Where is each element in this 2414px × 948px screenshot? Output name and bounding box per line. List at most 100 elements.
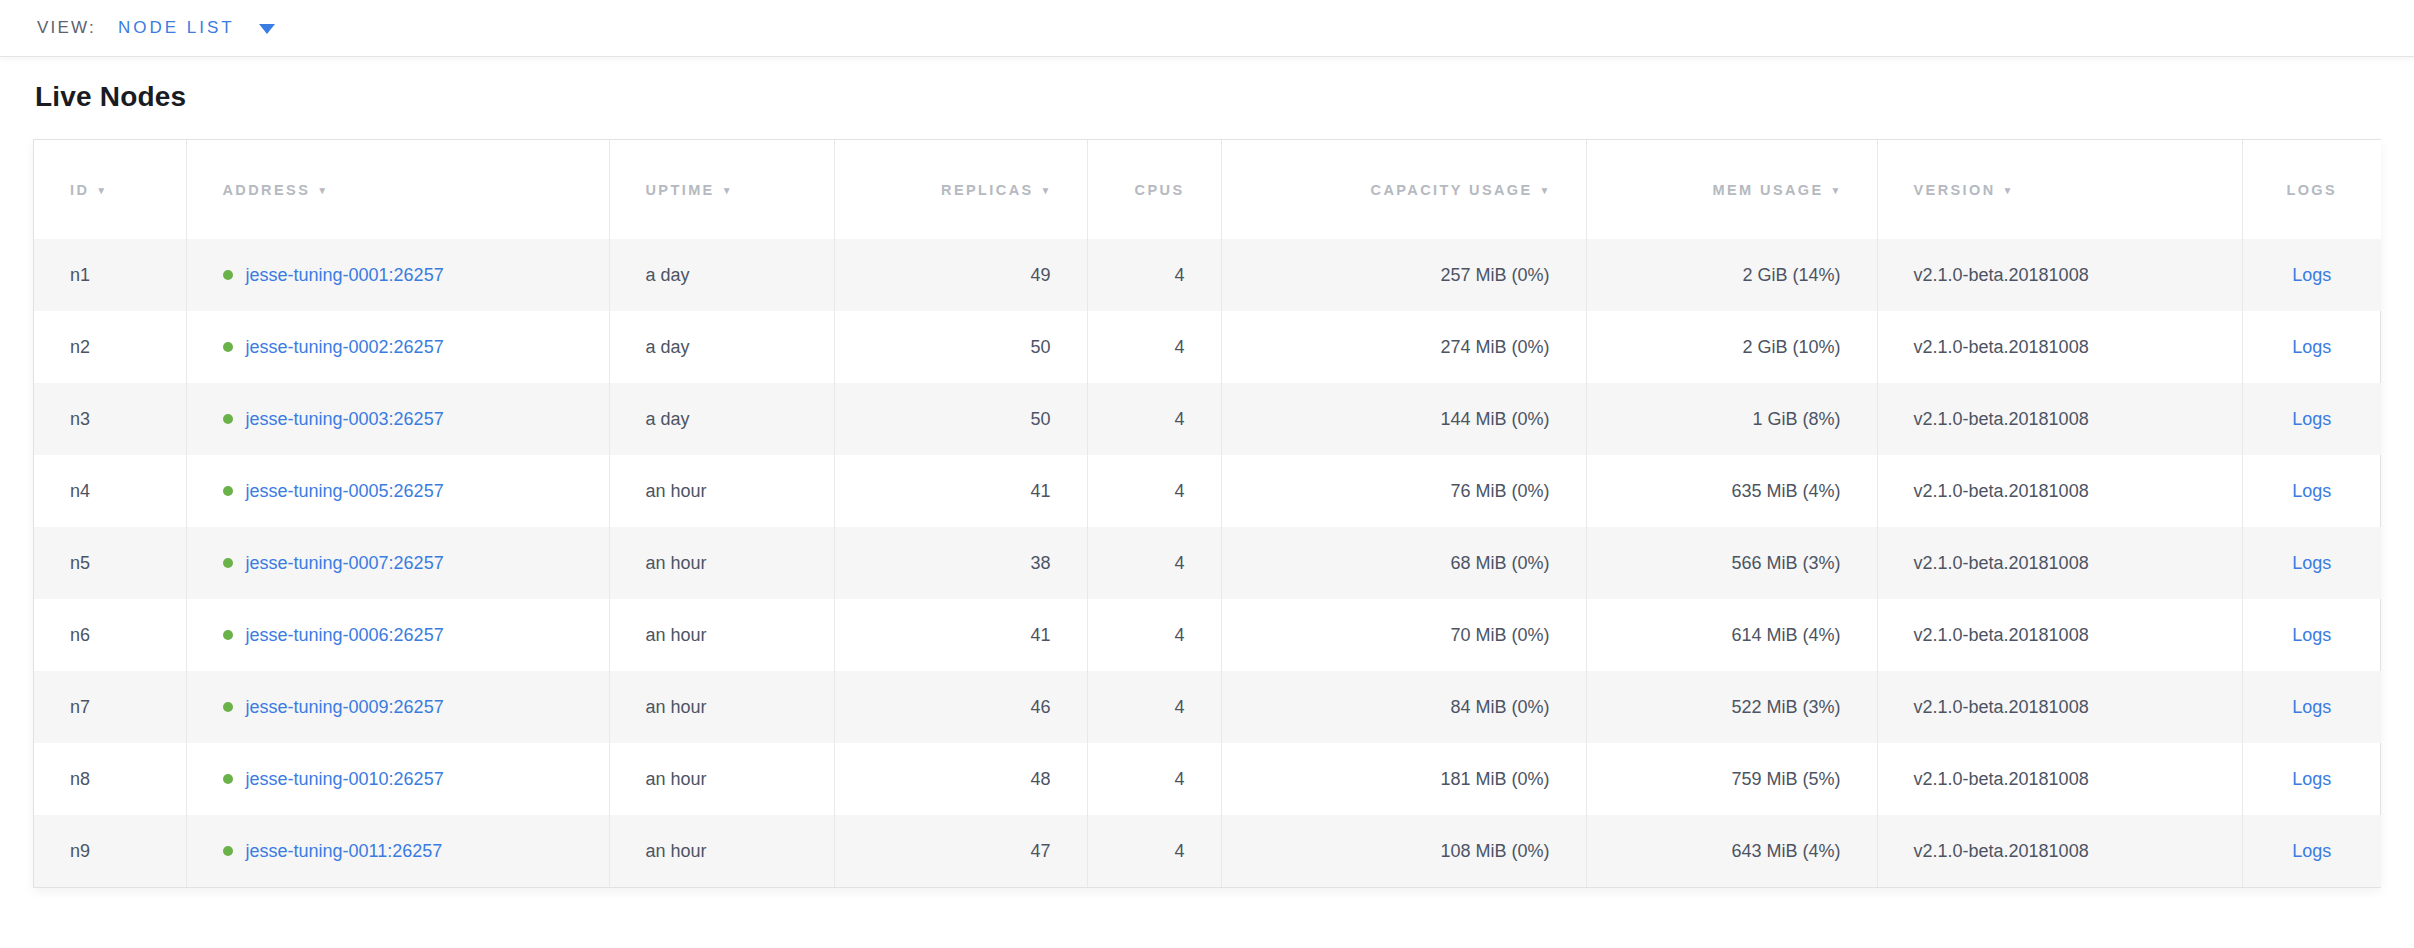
- cell-replicas: 50: [834, 383, 1087, 455]
- table-row: n4jesse-tuning-0005:26257an hour41476 Mi…: [34, 455, 2381, 527]
- sort-arrow-icon: ▼: [2003, 184, 2013, 195]
- cell-mem_usage: 2 GiB (14%): [1586, 239, 1877, 311]
- cell-id: n7: [34, 671, 186, 743]
- cell-address: jesse-tuning-0006:26257: [186, 599, 609, 671]
- cell-capacity_usage: 76 MiB (0%): [1221, 455, 1586, 527]
- column-header-label: UPTIME: [646, 182, 715, 198]
- column-header-replicas[interactable]: REPLICAS ▼: [834, 140, 1087, 239]
- column-header-mem_usage[interactable]: MEM USAGE▼: [1586, 140, 1877, 239]
- column-header-label: REPLICAS: [941, 182, 1034, 198]
- cell-capacity_usage: 181 MiB (0%): [1221, 743, 1586, 815]
- cell-replicas: 46: [834, 671, 1087, 743]
- health-status-icon: [223, 486, 233, 496]
- cell-replicas: 50: [834, 311, 1087, 383]
- cell-mem_usage: 2 GiB (10%): [1586, 311, 1877, 383]
- column-header-address[interactable]: ADDRESS ▼: [186, 140, 609, 239]
- node-address-link[interactable]: jesse-tuning-0001:26257: [246, 264, 444, 284]
- column-header-version[interactable]: VERSION ▼: [1877, 140, 2242, 239]
- cell-mem_usage: 614 MiB (4%): [1586, 599, 1877, 671]
- cell-logs: Logs: [2242, 311, 2381, 383]
- cell-address: jesse-tuning-0010:26257: [186, 743, 609, 815]
- cell-version: v2.1.0-beta.20181008: [1877, 455, 2242, 527]
- sort-arrow-icon: ▼: [96, 184, 106, 195]
- node-address-link[interactable]: jesse-tuning-0003:26257: [246, 408, 444, 428]
- sort-arrow-icon: ▼: [317, 184, 327, 195]
- column-header-logs: LOGS: [2242, 140, 2381, 239]
- logs-link[interactable]: Logs: [2292, 553, 2331, 573]
- cell-cpus: 4: [1087, 239, 1221, 311]
- node-address-link[interactable]: jesse-tuning-0009:26257: [246, 696, 444, 716]
- column-header-cpus: CPUS: [1087, 140, 1221, 239]
- cell-id: n4: [34, 455, 186, 527]
- cell-id: n3: [34, 383, 186, 455]
- column-header-uptime[interactable]: UPTIME ▼: [609, 140, 834, 239]
- logs-link[interactable]: Logs: [2292, 265, 2331, 285]
- cell-version: v2.1.0-beta.20181008: [1877, 383, 2242, 455]
- cell-version: v2.1.0-beta.20181008: [1877, 671, 2242, 743]
- live-nodes-table: ID▼ ADDRESS ▼ UPTIME ▼ REPLICAS ▼ CPUSCAPACITY …: [33, 139, 2381, 888]
- cell-uptime: a day: [609, 239, 834, 311]
- logs-link[interactable]: Logs: [2292, 337, 2331, 357]
- health-status-icon: [223, 774, 233, 784]
- cell-capacity_usage: 144 MiB (0%): [1221, 383, 1586, 455]
- cell-capacity_usage: 84 MiB (0%): [1221, 671, 1586, 743]
- logs-link[interactable]: Logs: [2292, 769, 2331, 789]
- sort-arrow-icon: ▼: [722, 184, 732, 195]
- table-row: n3jesse-tuning-0003:26257a day504144 MiB…: [34, 383, 2381, 455]
- table-body: n1jesse-tuning-0001:26257a day494257 MiB…: [34, 239, 2381, 887]
- cell-mem_usage: 759 MiB (5%): [1586, 743, 1877, 815]
- cell-uptime: an hour: [609, 743, 834, 815]
- health-status-icon: [223, 846, 233, 856]
- cell-address: jesse-tuning-0002:26257: [186, 311, 609, 383]
- cell-cpus: 4: [1087, 815, 1221, 887]
- nodes-table: ID▼ ADDRESS ▼ UPTIME ▼ REPLICAS ▼ CPUSCAPACITY …: [34, 140, 2381, 887]
- health-status-icon: [223, 630, 233, 640]
- column-header-label: VERSION: [1914, 182, 1996, 198]
- cell-id: n2: [34, 311, 186, 383]
- logs-link[interactable]: Logs: [2292, 481, 2331, 501]
- cell-cpus: 4: [1087, 311, 1221, 383]
- cell-logs: Logs: [2242, 455, 2381, 527]
- table-row: n2jesse-tuning-0002:26257a day504274 MiB…: [34, 311, 2381, 383]
- cell-mem_usage: 635 MiB (4%): [1586, 455, 1877, 527]
- cell-version: v2.1.0-beta.20181008: [1877, 743, 2242, 815]
- table-header-row: ID▼ ADDRESS ▼ UPTIME ▼ REPLICAS ▼ CPUSCAPACITY …: [34, 140, 2381, 239]
- column-header-capacity_usage[interactable]: CAPACITY USAGE▼: [1221, 140, 1586, 239]
- cell-replicas: 38: [834, 527, 1087, 599]
- cell-capacity_usage: 70 MiB (0%): [1221, 599, 1586, 671]
- health-status-icon: [223, 414, 233, 424]
- logs-link[interactable]: Logs: [2292, 697, 2331, 717]
- cell-mem_usage: 522 MiB (3%): [1586, 671, 1877, 743]
- node-address-link[interactable]: jesse-tuning-0002:26257: [246, 336, 444, 356]
- node-address-link[interactable]: jesse-tuning-0007:26257: [246, 552, 444, 572]
- node-address-link[interactable]: jesse-tuning-0010:26257: [246, 768, 444, 788]
- cell-logs: Logs: [2242, 671, 2381, 743]
- cell-replicas: 41: [834, 455, 1087, 527]
- cell-capacity_usage: 68 MiB (0%): [1221, 527, 1586, 599]
- table-row: n5jesse-tuning-0007:26257an hour38468 Mi…: [34, 527, 2381, 599]
- cell-version: v2.1.0-beta.20181008: [1877, 527, 2242, 599]
- cell-version: v2.1.0-beta.20181008: [1877, 239, 2242, 311]
- cell-mem_usage: 1 GiB (8%): [1586, 383, 1877, 455]
- table-row: n9jesse-tuning-0011:26257an hour474108 M…: [34, 815, 2381, 887]
- table-row: n1jesse-tuning-0001:26257a day494257 MiB…: [34, 239, 2381, 311]
- cell-id: n5: [34, 527, 186, 599]
- logs-link[interactable]: Logs: [2292, 841, 2331, 861]
- health-status-icon: [223, 342, 233, 352]
- cell-id: n9: [34, 815, 186, 887]
- cell-cpus: 4: [1087, 455, 1221, 527]
- view-bar: VIEW: NODE LIST: [0, 0, 2414, 57]
- logs-link[interactable]: Logs: [2292, 409, 2331, 429]
- sort-arrow-icon: ▼: [1041, 184, 1051, 195]
- logs-link[interactable]: Logs: [2292, 625, 2331, 645]
- view-selector-dropdown[interactable]: NODE LIST: [118, 18, 275, 38]
- column-header-label: ADDRESS: [223, 182, 311, 198]
- cell-replicas: 47: [834, 815, 1087, 887]
- sort-arrow-icon: ▼: [1831, 184, 1841, 195]
- column-header-id[interactable]: ID▼: [34, 140, 186, 239]
- cell-id: n6: [34, 599, 186, 671]
- node-address-link[interactable]: jesse-tuning-0011:26257: [246, 840, 443, 860]
- node-address-link[interactable]: jesse-tuning-0006:26257: [246, 624, 444, 644]
- table-row: n7jesse-tuning-0009:26257an hour46484 Mi…: [34, 671, 2381, 743]
- node-address-link[interactable]: jesse-tuning-0005:26257: [246, 480, 444, 500]
